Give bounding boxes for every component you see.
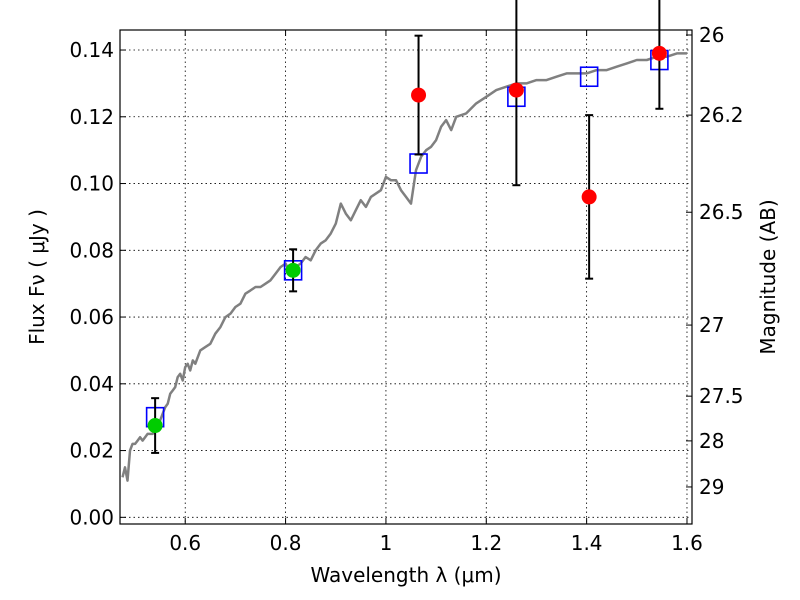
plot-frame [119, 29, 693, 525]
y-tick-label: 0.14 [69, 38, 114, 62]
grid-layer [120, 30, 692, 524]
y2-axis-label: Magnitude (AB) [756, 199, 780, 354]
y2-tick-label: 26 [699, 23, 724, 47]
y2-tick-label: 28 [699, 429, 724, 453]
axis-layer: 0.6 0.8 1 1.2 1.4 1.6 0.00 0.02 0.04 0.06 0.08 0.10… [69, 23, 743, 555]
x-tick-label: 1 [380, 531, 393, 555]
observed-flux-point [581, 189, 597, 205]
y2-tick-label: 27.5 [699, 384, 744, 408]
y2-tick-label: 26.2 [699, 103, 744, 127]
model-square-point [579, 66, 599, 88]
observed-flux-point [508, 82, 524, 98]
observed-flux-point [147, 418, 163, 434]
y-tick-label: 0.06 [69, 305, 114, 329]
y-tick-label: 0.00 [69, 505, 114, 529]
y2-tick-label: 26.5 [699, 200, 744, 224]
x-axis-label: Wavelength λ (μm) [310, 563, 501, 587]
observed-flux-point [285, 262, 301, 278]
y-axis-label: Flux Fν ( μJy ) [25, 209, 49, 345]
model-spectrum-line [121, 52, 687, 482]
y-tick-label: 0.12 [69, 105, 114, 129]
x-tick-label: 0.8 [270, 531, 302, 555]
y2-tick-label: 27 [699, 313, 724, 337]
y-tick-label: 0.08 [69, 238, 114, 262]
x-tick-label: 1.4 [571, 531, 603, 555]
x-tick-label: 0.6 [169, 531, 201, 555]
x-tick-label: 1.6 [671, 531, 703, 555]
observed-flux-point [411, 87, 427, 103]
x-tick-label: 1.2 [470, 531, 502, 555]
y-tick-label: 0.10 [69, 172, 114, 196]
y2-tick-label: 29 [699, 475, 724, 499]
series-layer [121, 0, 687, 482]
y-tick-label: 0.02 [69, 439, 114, 463]
observed-flux-point [651, 45, 667, 61]
y-tick-label: 0.04 [69, 372, 114, 396]
